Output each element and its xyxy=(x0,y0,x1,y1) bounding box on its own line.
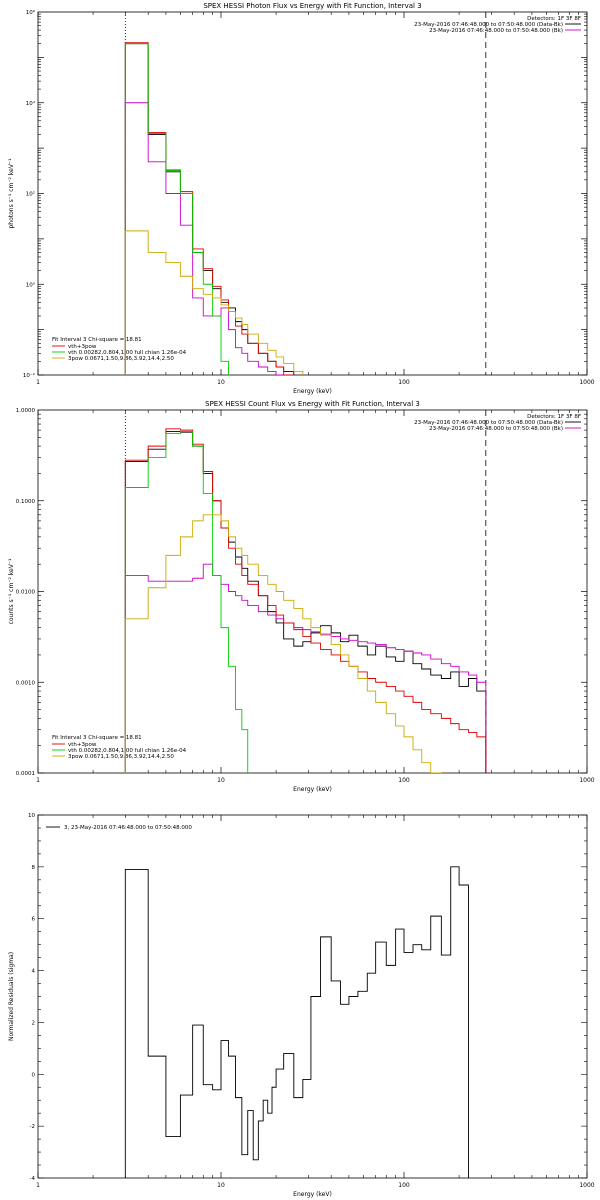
photon-flux-y-tick-label: 10⁶ xyxy=(26,9,36,16)
count-flux-legend-data-bk: 23-May-2016 07:46:48.000 to 07:50:48.000… xyxy=(414,420,563,426)
photon-flux-series-3pow xyxy=(124,230,304,375)
photon-flux-title: SPEX HESSI Photon Flux vs Energy with Fi… xyxy=(203,2,421,10)
photon-flux-fit-legend-vth-3pow: vth+3pow xyxy=(68,344,97,350)
photon-flux-x-tick-label: 1 xyxy=(36,379,40,386)
count-flux-fit-legend-vth-3pow: vth+3pow xyxy=(68,742,97,748)
count-flux-series-group xyxy=(124,428,487,773)
photon-flux-y-tick-label: 10⁴ xyxy=(26,100,36,107)
residuals-y-tick-label: 6 xyxy=(32,917,36,923)
residuals-y-tick-label: -2 xyxy=(30,1124,35,1130)
photon-flux-x-tick-label: 1000 xyxy=(579,379,594,386)
count-flux-y-tick-label: 0.0100 xyxy=(16,590,36,596)
photon-flux-y-tick-label: 10⁻² xyxy=(23,372,35,379)
count-flux-x-tick-label: 100 xyxy=(398,777,410,784)
residuals-x-tick-label: 10 xyxy=(217,1182,225,1189)
residuals-y-tick-label: 10 xyxy=(28,813,35,819)
count-flux-y-tick-label: 0.0001 xyxy=(16,771,35,777)
residuals-y-tick-label: 8 xyxy=(32,865,36,871)
count-flux-fit-interval: Fit Interval 3 Chi-square = 18.81 xyxy=(52,735,142,741)
photon-flux-series-group xyxy=(124,42,304,375)
count-flux-title: SPEX HESSI Count Flux vs Energy with Fit… xyxy=(205,400,420,408)
count-flux-series-3pow xyxy=(124,514,442,773)
residuals-y-tick-label: 0 xyxy=(32,1072,36,1078)
residuals-xlabel: Energy (keV) xyxy=(293,1191,332,1198)
count-flux-detectors-label: Detectors: 1F 3F 8F xyxy=(527,414,581,420)
residuals-y-tick-label: 4 xyxy=(32,969,36,975)
count-flux-y-tick-label: 1.0000 xyxy=(16,408,36,414)
count-flux-fit-legend-vth: vth 0.00282,0.804,1.00 full chian 1.26e-… xyxy=(68,748,187,754)
residuals-series-3-23-may-2016-07-46-48-000-to-07-50-48-000 xyxy=(124,866,469,1178)
photon-flux-legend-bk: 23-May-2016 07:46:48.000 to 07:50:48.000… xyxy=(429,28,563,34)
photon-flux-y-tick-label: 10⁰ xyxy=(26,281,36,288)
photon-flux-y-tick-label: 10² xyxy=(26,191,35,198)
count-flux-x-tick-label: 10 xyxy=(217,777,225,784)
residuals-panel: Energy (keV) Normalized Residuals (sigma… xyxy=(8,813,595,1198)
count-flux-legend-bk: 23-May-2016 07:46:48.000 to 07:50:48.000… xyxy=(429,426,563,432)
residuals-legend-label: 3, 23-May-2016 07:46:48.000 to 07:50:48.… xyxy=(64,825,192,831)
photon-flux-series-vth xyxy=(124,43,230,375)
count-flux-ylabel: counts s⁻¹ cm⁻² keV⁻¹ xyxy=(8,558,15,624)
photon-flux-detectors-label: Detectors: 1F 3F 8F xyxy=(527,16,581,22)
photon-flux-x-tick-label: 10 xyxy=(217,379,225,386)
residuals-y-tick-label: -4 xyxy=(30,1176,36,1182)
photon-flux-panel: SPEX HESSI Photon Flux vs Energy with Fi… xyxy=(8,2,595,395)
photon-flux-x-tick-label: 100 xyxy=(398,379,410,386)
residuals-ylabel: Normalized Residuals (sigma) xyxy=(8,952,15,1041)
count-flux-x-tick-label: 1000 xyxy=(579,777,594,784)
residuals-x-tick-label: 1000 xyxy=(579,1182,594,1189)
count-flux-y-tick-label: 0.0010 xyxy=(16,680,36,686)
residuals-series-group xyxy=(124,866,469,1178)
photon-flux-fit-interval: Fit Interval 3 Chi-square = 18.81 xyxy=(52,337,142,343)
photon-flux-xlabel: Energy (keV) xyxy=(293,388,332,395)
residuals-x-tick-label: 100 xyxy=(398,1182,410,1189)
count-flux-fit-legend-3pow: 3pow 0.0671,1.50,9.86,3.92,14.4,2.50 xyxy=(68,754,174,760)
photon-flux-fit-legend-vth: vth 0.00282,0.804,1.00 full chian 1.26e-… xyxy=(68,350,187,356)
count-flux-series-vth xyxy=(124,431,249,773)
count-flux-y-tick-label: 0.1000 xyxy=(16,499,36,505)
count-flux-series-vth-3pow xyxy=(124,428,487,773)
residuals-y-tick-label: 2 xyxy=(32,1020,36,1026)
count-flux-xlabel: Energy (keV) xyxy=(293,786,332,793)
photon-flux-ylabel: photons s⁻¹ cm⁻² keV⁻¹ xyxy=(8,158,15,229)
count-flux-x-tick-label: 1 xyxy=(36,777,40,784)
photon-flux-fit-legend-3pow: 3pow 0.0671,1.50,9.86,3.92,14.4,2.50 xyxy=(68,356,174,362)
photon-flux-legend-data-bk: 23-May-2016 07:46:48.000 to 07:50:48.000… xyxy=(414,22,563,28)
count-flux-panel: SPEX HESSI Count Flux vs Energy with Fit… xyxy=(8,400,595,793)
photon-flux-series-bk xyxy=(124,102,285,375)
residuals-x-tick-label: 1 xyxy=(36,1182,40,1189)
